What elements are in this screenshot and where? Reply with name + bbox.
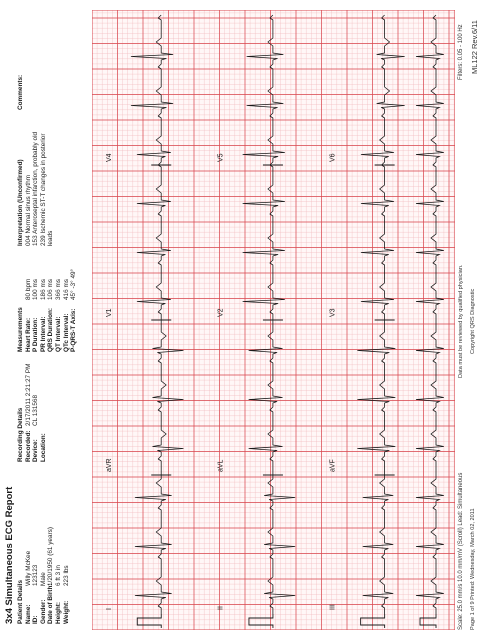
lead-label: V1 — [106, 308, 113, 317]
comments: Comments: — [17, 75, 25, 110]
recording-field: Recorded: 2/17/2011 2:21:27 PM — [24, 363, 32, 462]
interpretation-line: 004 Normal sinus rhythm — [24, 174, 32, 246]
calibration-pulse — [360, 614, 386, 628]
recording-field: Location: — [39, 433, 47, 462]
interpretation-heading: Interpretation (Unconfirmed) — [17, 159, 24, 246]
page-info: Page 1 of 9 Printed: Wednesday, March 02… — [470, 508, 476, 630]
review-note: Data must be reviewed by qualified physi… — [458, 264, 464, 379]
ecg-trace — [357, 14, 405, 614]
lead-label: V3 — [329, 308, 336, 317]
copyright: Copyright QRS Diagnostic — [470, 288, 476, 354]
rhythm-trace — [415, 14, 444, 614]
lead-label: aVR — [106, 458, 113, 472]
grid-major-lines — [92, 10, 455, 630]
measurements-heading: Measurements — [17, 307, 24, 352]
patient-details: Patient Details Name: Willy McKee ID: 1231… — [17, 527, 70, 624]
lead-label: V4 — [106, 153, 113, 162]
interpretation-line: leads — [47, 230, 55, 246]
lead-label: V5 — [218, 153, 225, 162]
lead-label: V6 — [329, 153, 336, 162]
patient-field: ID: 123123 — [32, 564, 40, 624]
patient-field: Weight: 223 lbs — [62, 565, 70, 624]
measurement-field: QRS Duration: 106 ms — [47, 279, 55, 352]
measurement-field: P Duration: 100 ms — [32, 279, 40, 352]
lead-label: aVL — [218, 459, 225, 472]
patient-field: Height: 6 ft 3 in — [54, 565, 62, 624]
patient-field: Date of Birth: 1/20/1950 (61 years) — [47, 527, 55, 624]
interpretation-line: 153 Anteroseptal infarction, probably ol… — [32, 131, 40, 246]
measurement-field: Heart Rate: 80 bpm — [24, 278, 32, 352]
interpretation-line: 239 Ischemic ST-T changes in posterior — [39, 133, 47, 246]
measurements: Measurements Heart Rate: 80 bpm P Duratio… — [17, 269, 78, 352]
interpretation: Interpretation (Unconfirmed) 004 Normal … — [17, 132, 55, 246]
lead-label: III — [329, 604, 336, 610]
recording-details-heading: Recording Details — [17, 407, 24, 462]
patient-field: Name: Willy McKee — [24, 550, 32, 624]
filter-info: Filters: 0.05 - 100 Hz — [458, 24, 464, 80]
recording-field: Device: CL 131568 — [32, 394, 40, 462]
measurement-field: P-QRS-T Axis: 45° -3° 49° — [70, 268, 78, 352]
patient-field: Gender: Male — [39, 572, 47, 624]
measurement-field: PR Interval: 186 ms — [39, 279, 47, 352]
scale-info: Scale: 25.0 mm/s 10.0 mm/mV (Scroll) Lea… — [458, 472, 464, 630]
lead-label: II — [218, 606, 225, 610]
report-title: 3x4 Simultaneous ECG Report — [4, 486, 15, 624]
lead-label: aVF — [329, 459, 336, 472]
lead-label: I — [106, 608, 113, 610]
ecg-trace — [242, 14, 296, 614]
calibration-pulse — [136, 614, 162, 628]
recording-details: Recording Details Recorded: 2/17/2011 2:2… — [17, 364, 47, 462]
lead-label: V2 — [218, 308, 225, 317]
calibration-pulse — [419, 614, 437, 628]
patient-details-heading: Patient Details — [17, 579, 24, 624]
revision: ML122 Rev.6/11 — [470, 20, 479, 74]
comments-heading: Comments: — [17, 74, 24, 110]
ecg-trace — [130, 14, 184, 614]
measurement-field: QT Interval: 366 ms — [54, 279, 62, 352]
calibration-pulse — [248, 614, 274, 628]
